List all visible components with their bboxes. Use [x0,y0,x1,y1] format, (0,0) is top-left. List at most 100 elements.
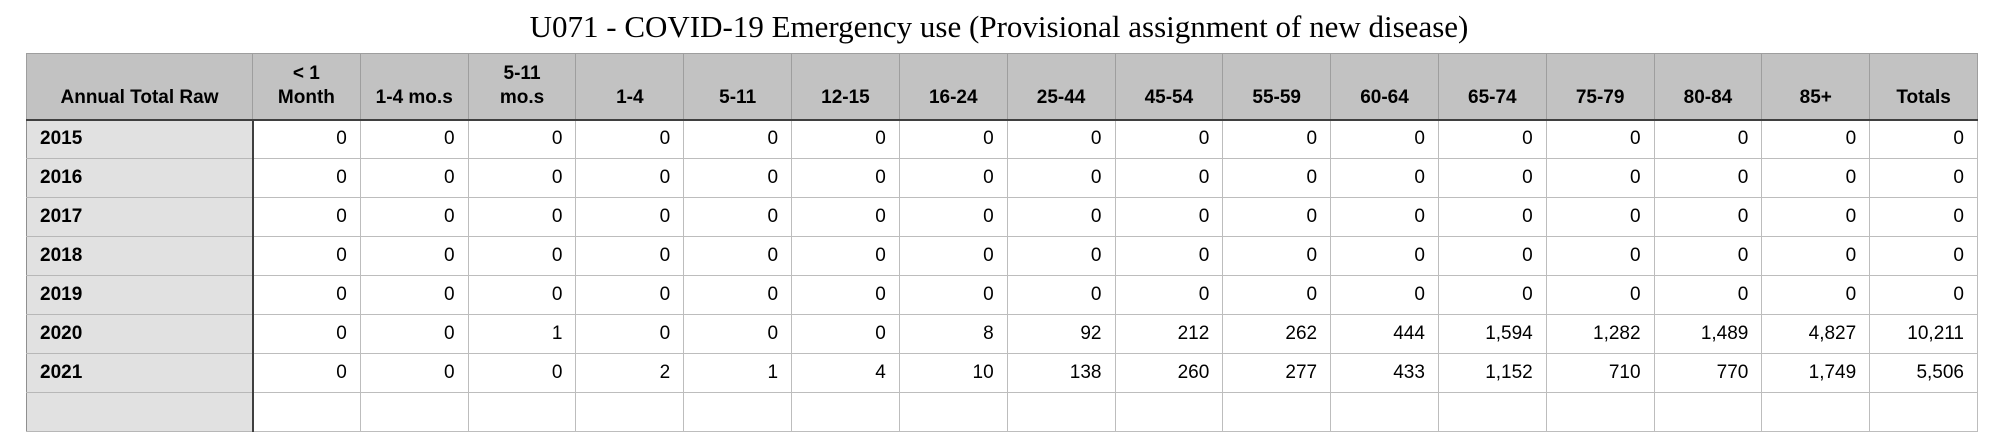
value-cell: 0 [1222,119,1332,159]
column-header: 1-4 [575,53,685,121]
table-row: 2021 0 0 0 2 1 4 10 138 260 277 433 1,152 710 770 1,749… [26,353,1978,393]
value-cell: 1 [467,314,577,354]
row-header-year: 2020 [26,314,254,354]
column-header: < 1 Month [252,53,361,121]
value-cell: 0 [1545,158,1655,198]
row-header-year: 2015 [26,119,254,159]
table-row: 2016 0 0 0 0 0 0 0 0 0 0 0 0 0 0 0 0 [26,158,1978,198]
value-cell: 0 [1114,236,1224,276]
value-cell: 0 [1222,158,1332,198]
column-header: 1-4 mo.s [359,53,469,121]
row-header-year: 2017 [26,197,254,237]
value-cell: 0 [1114,197,1224,237]
value-cell: 4,827 [1761,314,1871,354]
value-cell: 0 [1330,197,1439,237]
value-cell: 0 [898,197,1008,237]
value-cell: 0 [575,314,685,354]
value-cell: 0 [1653,275,1763,315]
value-cell: 0 [1653,197,1763,237]
value-cell: 0 [359,314,469,354]
column-header: 45-54 [1114,53,1224,121]
table-header-row: Annual Total Raw < 1 Month 1-4 mo.s 5-11 mo… [26,53,1978,121]
value-cell: 0 [1869,119,1978,159]
value-cell: 0 [1006,275,1116,315]
value-cell: 0 [683,158,793,198]
value-cell: 0 [1761,158,1871,198]
value-cell: 0 [359,197,469,237]
value-cell: 433 [1330,353,1439,393]
value-cell: 0 [575,275,685,315]
value-cell: 0 [791,119,900,159]
value-cell: 0 [1330,119,1439,159]
empty-row [26,392,1978,432]
value-cell: 0 [575,158,685,198]
value-cell [1006,392,1116,432]
value-cell [1437,392,1547,432]
table-row: 2020 0 0 1 0 0 0 8 92 212 262 444 1,594 1,282 1,489 4,8… [26,314,1978,354]
value-cell: 92 [1006,314,1116,354]
column-header: 65-74 [1437,53,1547,121]
value-cell: 0 [1545,275,1655,315]
column-header: 5-11 [683,53,793,121]
column-header: 55-59 [1222,53,1332,121]
value-cell: 277 [1222,353,1332,393]
column-header: Annual Total Raw [26,53,253,121]
value-cell [1545,392,1655,432]
value-cell: 0 [1437,119,1547,159]
value-cell: 0 [1761,236,1871,276]
value-cell [791,392,900,432]
value-cell: 0 [1222,275,1332,315]
value-cell: 0 [467,158,577,198]
column-header: 85+ [1761,53,1871,121]
table-row: 2018 0 0 0 0 0 0 0 0 0 0 0 0 0 0 0 0 [26,236,1978,276]
value-cell: 0 [467,275,577,315]
value-cell: 0 [1653,236,1763,276]
page-title: U071 - COVID-19 Emergency use (Provision… [529,9,1469,44]
value-cell: 0 [575,236,685,276]
value-cell: 1,749 [1761,353,1871,393]
value-cell [1222,392,1332,432]
value-cell [1869,392,1978,432]
value-cell: 0 [898,236,1008,276]
column-header: 80-84 [1653,53,1763,121]
value-cell: 0 [1330,275,1439,315]
value-cell: 0 [683,314,793,354]
value-cell: 0 [1222,197,1332,237]
column-header: 60-64 [1330,53,1439,121]
value-cell [1330,392,1439,432]
column-header: Totals [1869,53,1978,121]
value-cell: 0 [1869,158,1978,198]
value-cell: 0 [359,275,469,315]
value-cell: 0 [1545,236,1655,276]
value-cell: 0 [1437,236,1547,276]
value-cell: 0 [791,197,900,237]
value-cell: 0 [683,197,793,237]
value-cell: 0 [1006,158,1116,198]
value-cell [898,392,1008,432]
value-cell: 0 [1761,275,1871,315]
value-cell: 212 [1114,314,1224,354]
value-cell [1114,392,1224,432]
value-cell: 0 [252,314,361,354]
value-cell: 0 [252,275,361,315]
column-header: 5-11 mo.s [467,53,577,121]
value-cell [1653,392,1763,432]
row-header-year: 2016 [26,158,254,198]
value-cell: 0 [359,353,469,393]
value-cell: 0 [898,158,1008,198]
value-cell: 0 [898,275,1008,315]
value-cell: 0 [1761,197,1871,237]
value-cell: 0 [683,275,793,315]
value-cell: 1,282 [1545,314,1655,354]
value-cell: 0 [252,197,361,237]
value-cell: 0 [467,236,577,276]
value-cell: 1,594 [1437,314,1547,354]
value-cell: 0 [791,236,900,276]
value-cell: 0 [575,119,685,159]
column-header: 12-15 [791,53,900,121]
table-row: 2017 0 0 0 0 0 0 0 0 0 0 0 0 0 0 0 0 [26,197,1978,237]
row-header-year: 2018 [26,236,254,276]
value-cell: 770 [1653,353,1763,393]
value-cell [467,392,577,432]
value-cell: 0 [1437,275,1547,315]
